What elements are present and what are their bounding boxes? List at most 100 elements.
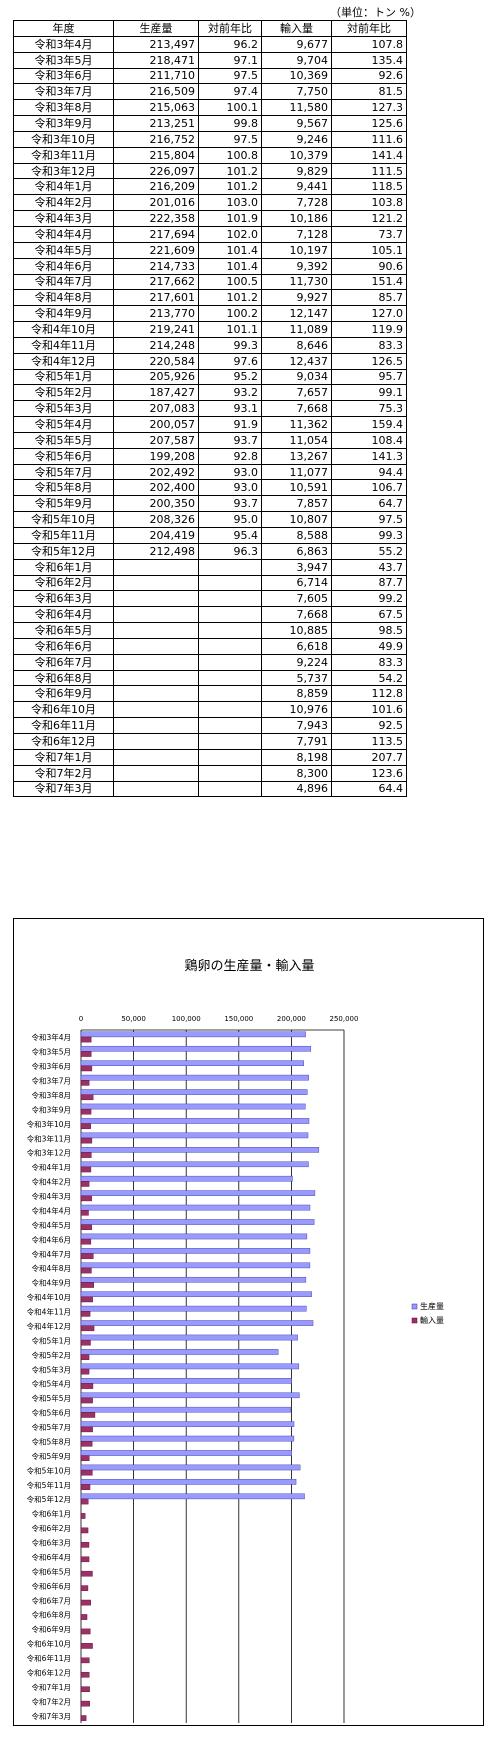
header-production: 生産量: [113, 20, 199, 37]
period-cell: 令和5年1月: [13, 368, 114, 386]
import-bar: [80, 1715, 87, 1721]
import-bar: [80, 1599, 91, 1606]
production-yoy-cell: 91.9: [198, 416, 262, 433]
production-cell: 213,497: [113, 35, 199, 53]
y-tick-label: 令和4年11月: [27, 1307, 71, 1317]
production-cell: [113, 622, 199, 639]
imports-yoy-cell: 83.3: [331, 336, 407, 354]
y-tick-label: 令和4年9月: [31, 1278, 71, 1288]
imports-yoy-cell: 123.6: [331, 764, 407, 782]
production-cell: [113, 764, 199, 782]
import-bar: [80, 1426, 93, 1433]
production-bar: [80, 1276, 307, 1283]
period-cell: 令和6年1月: [13, 558, 114, 576]
production-yoy-cell: 93.7: [198, 431, 262, 449]
period-cell: 令和4年10月: [13, 321, 114, 338]
imports-cell: 9,034: [261, 368, 332, 386]
imports-yoy-cell: 101.6: [331, 701, 407, 719]
imports-yoy-cell: 113.5: [331, 732, 407, 750]
period-cell: 令和4年7月: [13, 273, 114, 291]
imports-cell: 9,246: [261, 130, 332, 148]
period-cell: 令和5年3月: [13, 400, 114, 418]
legend-swatch-production: [411, 1303, 418, 1310]
data-table: 年度 生産量 対前年比 輸入量 対前年比 令和3年4月 213,497 96.2 9,…: [13, 20, 407, 798]
import-bar: [80, 1195, 92, 1202]
table-row: 令和3年5月 218,471 97.1 9,704 135.4: [13, 51, 407, 69]
y-tick-label: 令和4年2月: [31, 1177, 71, 1187]
production-bar: [80, 1464, 301, 1471]
table-row: 令和4年10月 219,241 101.1 11,089 119.9: [13, 321, 407, 338]
imports-yoy-cell: 159.4: [331, 416, 407, 433]
production-yoy-cell: 101.2: [198, 178, 262, 196]
imports-yoy-cell: 87.7: [331, 574, 407, 592]
period-cell: 令和5年9月: [13, 495, 114, 513]
production-yoy-cell: 103.0: [198, 194, 262, 212]
y-tick-label: 令和3年10月: [27, 1119, 71, 1129]
table-row: 令和3年11月 215,804 100.8 10,379 141.4: [13, 146, 407, 164]
production-bar: [80, 1320, 314, 1326]
period-cell: 令和6年12月: [13, 732, 114, 750]
imports-yoy-cell: 49.9: [331, 637, 407, 655]
y-tick-label: 令和3年5月: [31, 1047, 71, 1057]
legend-label-imports: 輸入量: [420, 1315, 444, 1325]
imports-cell: 10,591: [261, 479, 332, 497]
y-tick-label: 令和6年7月: [31, 1595, 71, 1605]
production-bar: [80, 1479, 297, 1485]
period-cell: 令和6年3月: [13, 590, 114, 608]
production-yoy-cell: 102.0: [198, 225, 262, 243]
production-bar: [80, 1392, 300, 1399]
imports-yoy-cell: 125.6: [331, 115, 407, 132]
table-row: 令和6年8月 5,737 54.2: [13, 669, 407, 687]
imports-cell: 13,267: [261, 447, 332, 465]
production-cell: 216,509: [113, 83, 199, 101]
period-cell: 令和6年11月: [13, 717, 114, 734]
production-cell: [113, 685, 199, 703]
production-yoy-cell: 97.4: [198, 83, 262, 101]
production-cell: [113, 701, 199, 719]
production-bar: [80, 1305, 307, 1312]
production-bar: [80, 1103, 306, 1110]
production-cell: 202,400: [113, 479, 199, 497]
imports-cell: 8,646: [261, 336, 332, 354]
import-bar: [80, 1412, 96, 1418]
y-tick-label: 令和6年12月: [27, 1667, 71, 1677]
table-row: 令和4年4月 217,694 102.0 7,128 73.7: [13, 225, 407, 243]
imports-yoy-cell: 75.3: [331, 400, 407, 418]
imports-yoy-cell: 141.4: [331, 146, 407, 164]
imports-cell: 8,198: [261, 748, 332, 766]
period-cell: 令和4年3月: [13, 210, 114, 227]
y-tick-label: 令和5年2月: [31, 1350, 71, 1360]
imports-cell: 9,704: [261, 51, 332, 69]
import-bar: [80, 1484, 91, 1490]
import-bar: [80, 1036, 92, 1043]
production-cell: 216,209: [113, 178, 199, 196]
production-yoy-cell: 95.4: [198, 527, 262, 544]
imports-cell: 6,714: [261, 574, 332, 592]
table-row: 令和5年4月 200,057 91.9 11,362 159.4: [13, 416, 407, 433]
header-production-yoy: 対前年比: [198, 20, 262, 37]
imports-yoy-cell: 111.6: [331, 130, 407, 148]
production-yoy-cell: 93.1: [198, 400, 262, 418]
imports-yoy-cell: 118.5: [331, 178, 407, 196]
period-cell: 令和3年10月: [13, 130, 114, 148]
production-bar: [80, 1147, 320, 1153]
production-bar: [80, 1074, 309, 1081]
production-yoy-cell: 96.2: [198, 35, 262, 53]
table-row: 令和3年9月 213,251 99.8 9,567 125.6: [13, 115, 407, 132]
production-yoy-cell: 100.1: [198, 99, 262, 117]
y-tick-label: 令和4年12月: [27, 1321, 71, 1331]
import-bar: [80, 1556, 90, 1563]
period-cell: 令和5年5月: [13, 431, 114, 449]
imports-cell: 7,750: [261, 83, 332, 101]
imports-yoy-cell: 141.3: [331, 447, 407, 465]
imports-yoy-cell: 127.0: [331, 305, 407, 323]
imports-yoy-cell: 119.9: [331, 321, 407, 338]
table-row: 令和5年8月 202,400 93.0 10,591 106.7: [13, 479, 407, 497]
production-bar: [80, 1421, 295, 1427]
production-bar: [80, 1089, 308, 1095]
imports-yoy-cell: 112.8: [331, 685, 407, 703]
import-bar: [80, 1080, 90, 1086]
table-row: 令和6年6月 6,618 49.9: [13, 637, 407, 655]
import-bar: [80, 1137, 93, 1144]
import-bar: [80, 1166, 92, 1173]
